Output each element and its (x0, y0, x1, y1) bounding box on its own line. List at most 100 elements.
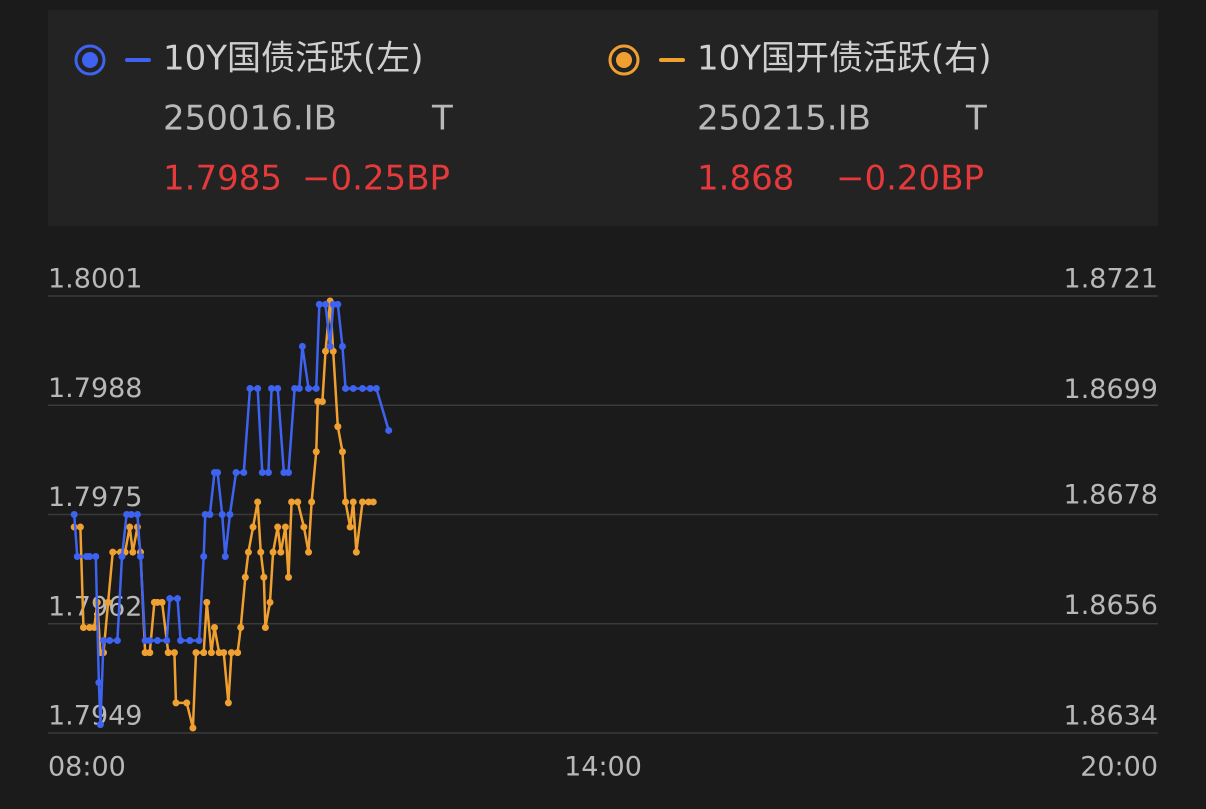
point (104, 598, 112, 606)
legend-icon-dot (82, 52, 98, 68)
legend-code: 250215.IB (697, 99, 871, 139)
point (322, 347, 329, 355)
y-tick-label: 1.7949 (48, 701, 142, 732)
point (294, 498, 302, 506)
point (260, 573, 268, 581)
point (218, 511, 226, 518)
x-tick-label: 14:00 (564, 752, 642, 783)
point (298, 342, 306, 350)
legend-last: 1.868 (697, 159, 794, 199)
point (226, 511, 234, 518)
point (257, 548, 265, 556)
point (305, 384, 313, 392)
legend-code: 250016.IB (163, 99, 337, 139)
point (244, 548, 252, 556)
point (172, 699, 180, 707)
y-tick-label: 1.7975 (48, 482, 142, 513)
point (214, 468, 222, 476)
point (158, 598, 166, 606)
point (246, 384, 254, 392)
point (338, 448, 346, 456)
point (237, 624, 245, 632)
y2-tick-label: 1.8721 (1064, 264, 1158, 295)
point (200, 649, 208, 657)
point (254, 498, 262, 506)
point (241, 573, 249, 581)
point (186, 637, 194, 645)
point (133, 511, 141, 518)
point (232, 468, 240, 476)
point (285, 573, 292, 581)
legend-icon-ring (74, 44, 106, 76)
point (73, 553, 81, 561)
point (300, 523, 308, 531)
y2-tick-label: 1.8656 (1064, 590, 1158, 621)
point (277, 548, 285, 556)
point (76, 523, 84, 531)
point (118, 553, 126, 561)
point (164, 649, 172, 657)
point (318, 397, 326, 405)
point (326, 342, 334, 350)
legend-flag: T (965, 99, 987, 139)
legend-icon-ring (608, 44, 640, 76)
point (234, 649, 242, 657)
point (366, 384, 374, 392)
point (269, 548, 277, 556)
point (227, 649, 235, 657)
point (96, 721, 104, 729)
point (338, 342, 346, 350)
point (207, 649, 215, 657)
point (305, 548, 313, 556)
legend-flag: T (431, 99, 453, 139)
legend-name: 10Y国债活跃(左) (163, 39, 424, 79)
point (359, 498, 366, 506)
legend-last: 1.7985 (163, 159, 282, 199)
point (266, 598, 274, 606)
point (312, 384, 320, 392)
point (70, 511, 78, 518)
point (126, 523, 134, 531)
point (308, 498, 316, 506)
point (195, 637, 203, 645)
point (92, 553, 100, 561)
point (315, 300, 323, 308)
point (249, 523, 257, 531)
y2-tick-label: 1.8634 (1064, 701, 1158, 732)
point (342, 384, 350, 392)
y2-tick-label: 1.8699 (1064, 374, 1158, 405)
legend-panel (48, 10, 1158, 226)
x-tick-label: 08:00 (48, 752, 126, 783)
point (274, 384, 282, 392)
point (334, 300, 342, 308)
point (312, 448, 320, 456)
point (127, 511, 135, 518)
legend-icon-dot (616, 52, 632, 68)
point (200, 553, 208, 561)
point (106, 637, 114, 645)
point (183, 699, 191, 707)
point (369, 498, 377, 506)
point (109, 548, 117, 556)
point (258, 468, 266, 476)
point (79, 624, 87, 632)
point (100, 637, 107, 645)
point (170, 649, 178, 657)
point (264, 468, 272, 476)
point (385, 426, 393, 434)
point (137, 553, 144, 561)
point (129, 548, 137, 556)
point (288, 498, 296, 506)
y2-tick-label: 1.8678 (1064, 479, 1158, 510)
point (322, 300, 329, 308)
point (146, 649, 154, 657)
point (146, 637, 154, 645)
point (86, 553, 94, 561)
point (349, 384, 357, 392)
point (224, 699, 232, 707)
point (95, 679, 103, 687)
legend-change: −0.20BP (836, 159, 984, 199)
y-tick-label: 1.8001 (48, 264, 142, 295)
point (295, 384, 303, 392)
